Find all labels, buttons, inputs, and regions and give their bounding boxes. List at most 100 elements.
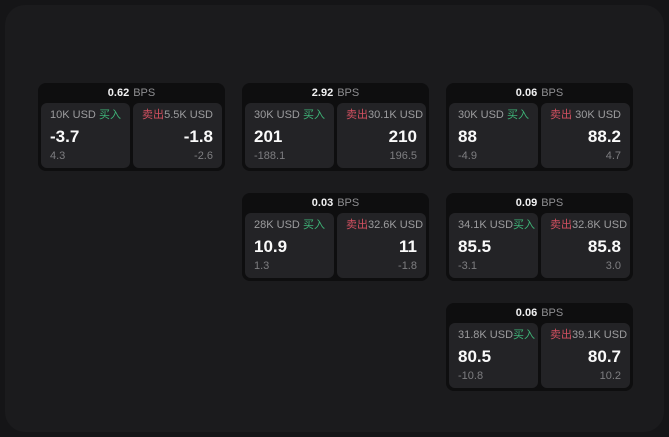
sell-header-row: 卖出 32.6K USD — [346, 219, 423, 231]
buy-price: 85.5 — [458, 236, 492, 256]
buy-secondary-value: 1.3 — [254, 260, 270, 272]
sell-amount: 32.8K USD — [572, 219, 628, 231]
card-header: 0.62 BPS — [38, 83, 225, 103]
buy-price: 201 — [254, 126, 283, 146]
buy-label: 买入 — [513, 329, 536, 341]
sell-secondary-value: 196.5 — [389, 150, 417, 162]
sell-panel[interactable]: 卖出 39.1K USD 80.7 10.2 — [541, 323, 630, 388]
buy-amount: 31.8K USD — [458, 329, 514, 341]
buy-label: 买入 — [303, 109, 325, 121]
bps-value: 0.03 — [311, 196, 334, 209]
bps-unit-label: BPS — [337, 86, 360, 99]
card-body: 34.1K USD 买入 85.5 -3.1 卖出 32.8K USD 85.8… — [446, 213, 633, 281]
sell-label: 卖出 — [346, 109, 368, 121]
sell-secondary-value: 10.2 — [599, 370, 621, 382]
card-header: 0.06 BPS — [446, 83, 633, 103]
bps-unit-label: BPS — [337, 196, 360, 209]
sell-secondary-value: 3.0 — [605, 260, 621, 272]
sell-amount: 30.1K USD — [368, 109, 424, 121]
buy-panel[interactable]: 28K USD 买入 10.9 1.3 — [245, 213, 334, 278]
buy-price: 88 — [458, 126, 477, 146]
sell-price: -1.8 — [183, 126, 213, 146]
sell-label: 卖出 — [142, 109, 164, 121]
buy-panel[interactable]: 30K USD 买入 88 -4.9 — [449, 103, 538, 168]
bps-unit-label: BPS — [541, 86, 564, 99]
sell-amount: 30K USD — [575, 109, 621, 121]
buy-secondary-value: 4.3 — [50, 150, 66, 162]
sell-panel[interactable]: 卖出 30.1K USD 210 196.5 — [337, 103, 426, 168]
buy-amount: 10K USD — [50, 109, 96, 121]
sell-label: 卖出 — [346, 219, 368, 231]
buy-secondary-value: -3.1 — [458, 260, 477, 272]
bps-unit-label: BPS — [541, 306, 564, 319]
buy-amount: 34.1K USD — [458, 219, 514, 231]
sell-price: 85.8 — [587, 236, 621, 256]
buy-secondary-value: -4.9 — [458, 150, 477, 162]
sell-secondary-value: 4.7 — [605, 150, 621, 162]
sell-label: 卖出 — [550, 219, 572, 231]
sell-panel[interactable]: 卖出 5.5K USD -1.8 -2.6 — [133, 103, 222, 168]
sell-price: 88.2 — [587, 126, 621, 146]
buy-panel[interactable]: 10K USD 买入 -3.7 4.3 — [41, 103, 130, 168]
bps-unit-label: BPS — [133, 86, 156, 99]
bps-value: 0.06 — [515, 86, 538, 99]
buy-panel[interactable]: 31.8K USD 买入 80.5 -10.8 — [449, 323, 538, 388]
buy-header-row: 28K USD 买入 — [254, 220, 325, 231]
buy-header-row: 34.1K USD 买入 — [458, 219, 535, 231]
buy-panel[interactable]: 30K USD 买入 201 -188.1 — [245, 103, 334, 168]
sell-panel[interactable]: 卖出 32.6K USD 11 -1.8 — [337, 213, 426, 278]
buy-header-row: 30K USD 买入 — [254, 110, 325, 121]
quote-card[interactable]: 0.06 BPS 31.8K USD 买入 80.5 -10.8 卖出 39.1… — [446, 303, 633, 391]
sell-header-row: 卖出 39.1K USD — [550, 329, 627, 341]
buy-secondary-value: -188.1 — [254, 150, 286, 162]
buy-panel[interactable]: 34.1K USD 买入 85.5 -3.1 — [449, 213, 538, 278]
quote-card[interactable]: 2.92 BPS 30K USD 买入 201 -188.1 卖出 30.1K … — [242, 83, 429, 171]
buy-price: 10.9 — [254, 236, 288, 256]
buy-amount: 30K USD — [254, 109, 300, 121]
sell-secondary-value: -1.8 — [398, 260, 417, 272]
card-body: 28K USD 买入 10.9 1.3 卖出 32.6K USD 11 -1.8 — [242, 213, 429, 281]
sell-label: 卖出 — [550, 329, 572, 341]
quote-card[interactable]: 0.03 BPS 28K USD 买入 10.9 1.3 卖出 32.6K US… — [242, 193, 429, 281]
buy-label: 买入 — [99, 109, 121, 121]
card-body: 10K USD 买入 -3.7 4.3 卖出 5.5K USD -1.8 -2.… — [38, 103, 225, 171]
sell-amount: 5.5K USD — [164, 109, 213, 121]
buy-amount: 28K USD — [254, 219, 300, 231]
card-header: 0.06 BPS — [446, 303, 633, 323]
card-header: 0.09 BPS — [446, 193, 633, 213]
bps-value: 2.92 — [311, 86, 334, 99]
bps-value: 0.62 — [107, 86, 130, 99]
sell-header-row: 卖出 30.1K USD — [346, 109, 423, 121]
bps-value: 0.09 — [515, 196, 538, 209]
sell-label: 卖出 — [550, 109, 572, 121]
quote-card-grid: 0.62 BPS 10K USD 买入 -3.7 4.3 卖出 5.5K USD… — [38, 83, 633, 391]
buy-header-row: 30K USD 买入 — [458, 110, 529, 121]
sell-price: 80.7 — [587, 346, 621, 366]
buy-price: -3.7 — [50, 126, 80, 146]
quote-card[interactable]: 0.09 BPS 34.1K USD 买入 85.5 -3.1 卖出 32.8K… — [446, 193, 633, 281]
sell-secondary-value: -2.6 — [194, 150, 213, 162]
bps-unit-label: BPS — [541, 196, 564, 209]
sell-price: 210 — [388, 126, 417, 146]
sell-header-row: 卖出 5.5K USD — [142, 110, 213, 121]
card-body: 30K USD 买入 201 -188.1 卖出 30.1K USD 210 1… — [242, 103, 429, 171]
buy-label: 买入 — [303, 219, 325, 231]
sell-panel[interactable]: 卖出 30K USD 88.2 4.7 — [541, 103, 630, 168]
app-surface: 0.62 BPS 10K USD 买入 -3.7 4.3 卖出 5.5K USD… — [5, 5, 664, 432]
sell-amount: 39.1K USD — [572, 329, 628, 341]
buy-amount: 30K USD — [458, 109, 504, 121]
sell-price: 11 — [399, 236, 417, 256]
sell-panel[interactable]: 卖出 32.8K USD 85.8 3.0 — [541, 213, 630, 278]
card-header: 0.03 BPS — [242, 193, 429, 213]
buy-header-row: 31.8K USD 买入 — [458, 329, 535, 341]
buy-secondary-value: -10.8 — [458, 370, 484, 382]
buy-header-row: 10K USD 买入 — [50, 110, 121, 121]
buy-price: 80.5 — [458, 346, 492, 366]
card-header: 2.92 BPS — [242, 83, 429, 103]
sell-header-row: 卖出 30K USD — [550, 110, 621, 121]
buy-label: 买入 — [513, 219, 536, 231]
quote-card[interactable]: 0.62 BPS 10K USD 买入 -3.7 4.3 卖出 5.5K USD… — [38, 83, 225, 171]
card-body: 31.8K USD 买入 80.5 -10.8 卖出 39.1K USD 80.… — [446, 323, 633, 391]
quote-card[interactable]: 0.06 BPS 30K USD 买入 88 -4.9 卖出 30K USD 8… — [446, 83, 633, 171]
sell-amount: 32.6K USD — [368, 219, 424, 231]
